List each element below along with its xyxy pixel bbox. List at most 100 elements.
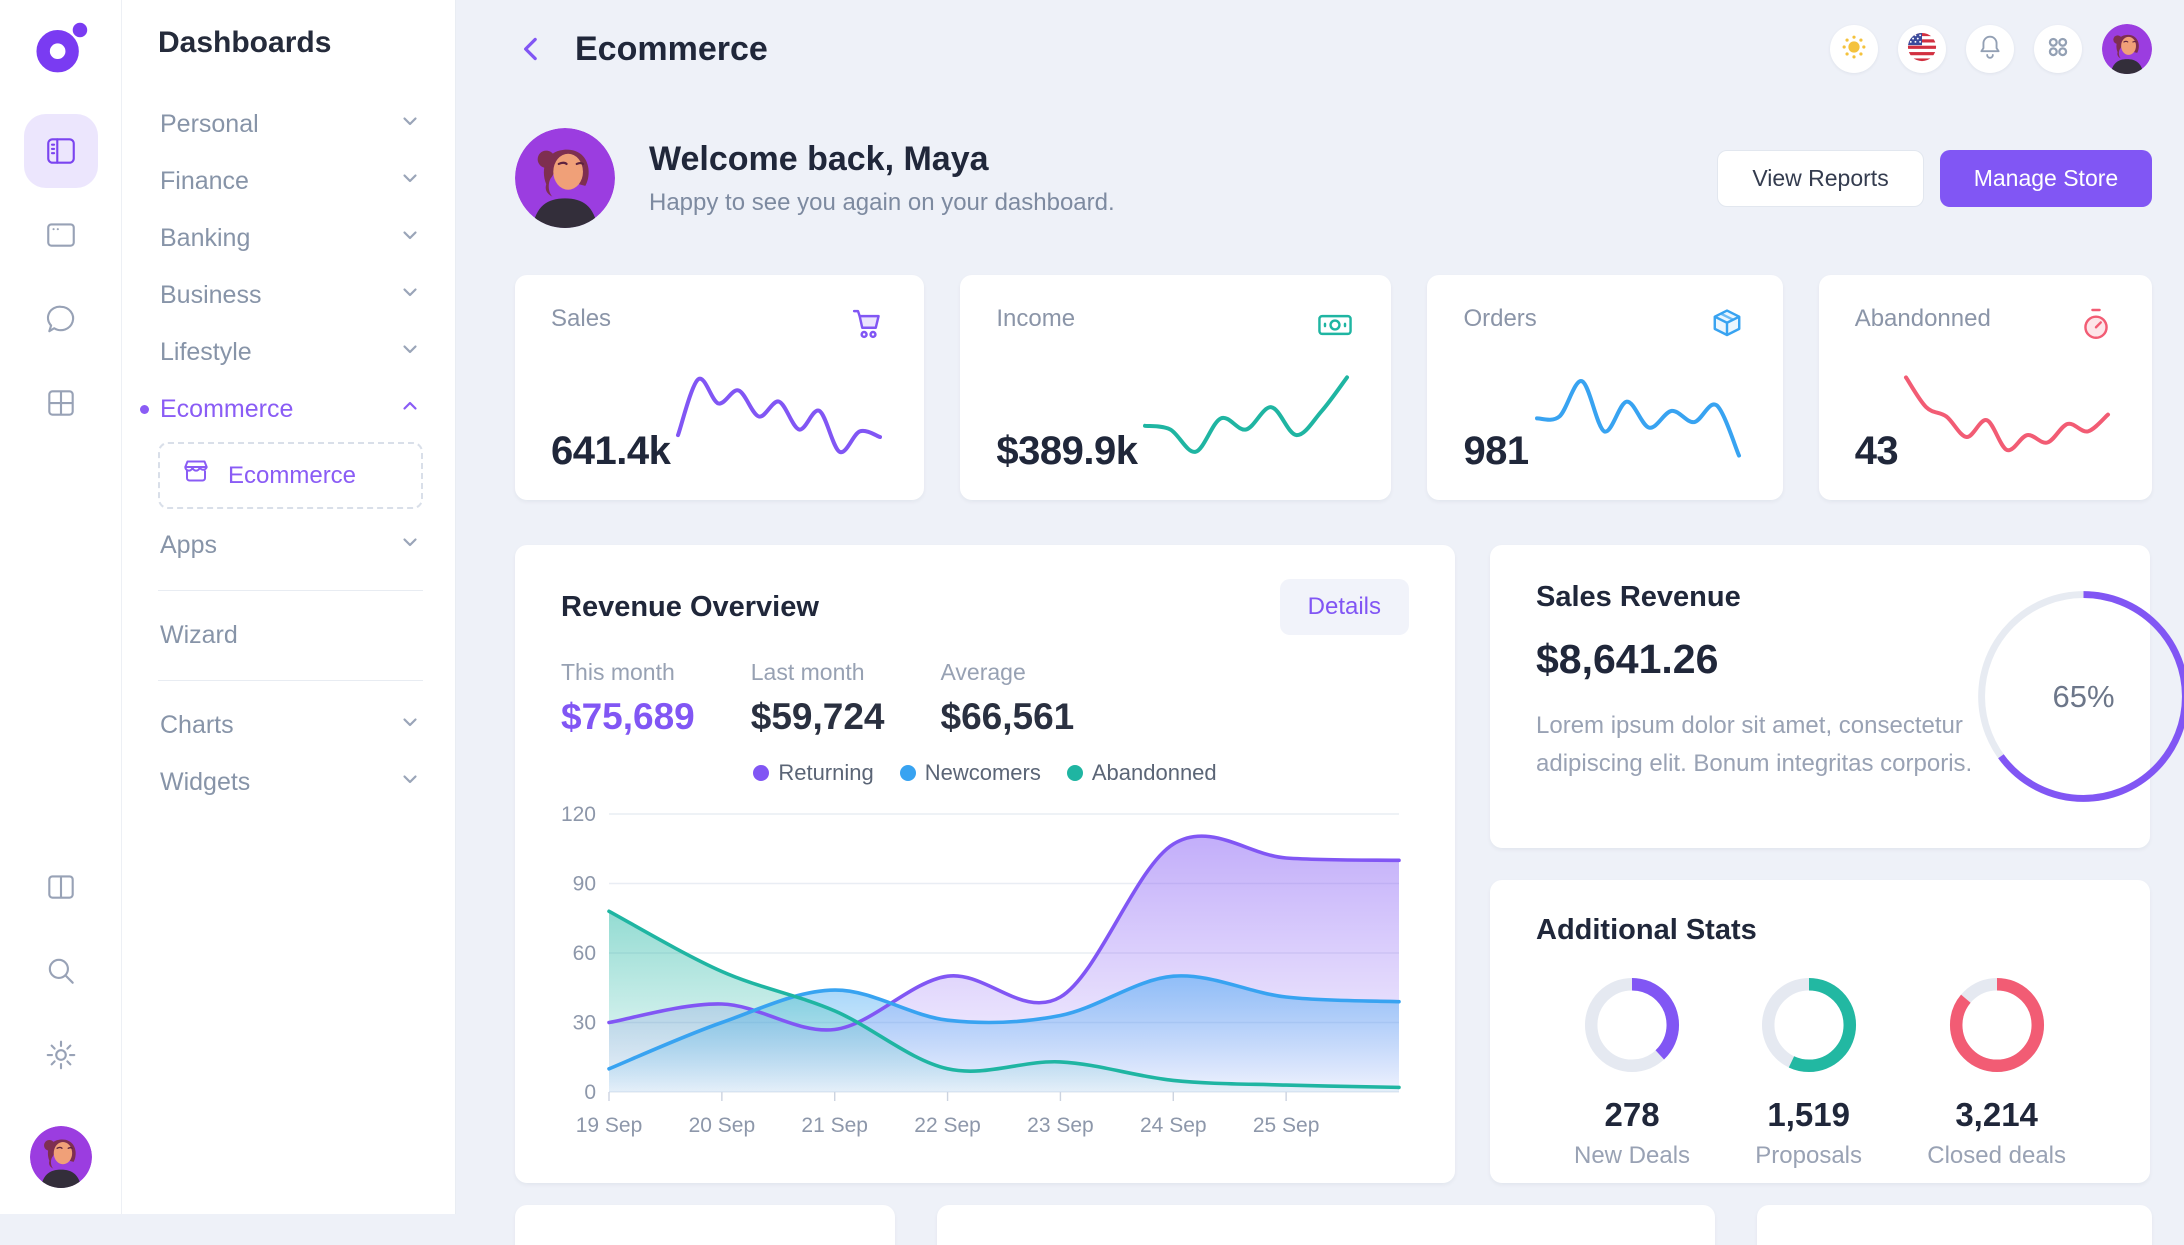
svg-text:25 Sep: 25 Sep xyxy=(1253,1114,1320,1137)
header-bell-icon-button[interactable] xyxy=(1966,25,2015,73)
stopwatch-icon xyxy=(2076,305,2116,350)
mini-stat-label: New Deals xyxy=(1574,1142,1691,1169)
rail-user-avatar[interactable] xyxy=(30,1126,92,1188)
legend-item-newcomers[interactable]: Newcomers xyxy=(899,760,1041,786)
revenue-overview-card: Revenue Overview Details This month $75,… xyxy=(515,545,1455,1183)
sidebar-item-apps[interactable]: Apps xyxy=(158,517,423,574)
sidebar-item-widgets[interactable]: Widgets xyxy=(158,754,423,811)
store-icon xyxy=(180,456,212,495)
rail-search-icon[interactable] xyxy=(24,934,98,1008)
chevron-down-icon xyxy=(399,224,421,253)
sidebar-item-charts[interactable]: Charts xyxy=(158,697,423,754)
stat-label: Orders xyxy=(1463,305,1537,332)
sidebar-item-banking[interactable]: Banking xyxy=(158,210,423,267)
sidebar-item-ecommerce[interactable]: Ecommerce xyxy=(140,381,423,438)
stat-label: Abandonned xyxy=(1854,305,1991,332)
stat-card-income: Income $389.9k xyxy=(960,275,1392,500)
sidebar-item-label: Apps xyxy=(160,531,217,559)
revenue-stat-label: Last month xyxy=(750,659,865,685)
header-user-avatar[interactable] xyxy=(2102,24,2152,74)
mini-stat-closed-deals: 3,214 Closed deals xyxy=(1927,977,2066,1170)
svg-text:60: 60 xyxy=(573,942,596,965)
flag-us-icon xyxy=(1907,32,1937,67)
sun-icon xyxy=(1839,32,1869,67)
revenue-area-chart: 0 30 60 90 120 19 Sep 20 Sep 21 Sep 22 Sep 23 Sep… xyxy=(561,803,1401,1137)
mini-stat-label: Closed deals xyxy=(1927,1142,2066,1169)
svg-text:22 Sep: 22 Sep xyxy=(914,1114,981,1137)
legend-item-returning[interactable]: Returning xyxy=(753,760,874,786)
chevron-down-icon xyxy=(399,768,421,797)
stat-value: 641.4k xyxy=(551,429,671,473)
stat-label: Sales xyxy=(551,305,612,332)
stat-card-orders: Orders 981 xyxy=(1427,275,1783,500)
revenue-stat-this-month: This month $75,689 xyxy=(561,659,695,738)
rail-gear-icon[interactable] xyxy=(24,1018,98,1092)
middle-row: Revenue Overview Details This month $75,… xyxy=(515,545,2184,1183)
view-reports-button[interactable]: View Reports xyxy=(1717,149,1924,207)
mini-stat-proposals: 1,519 Proposals xyxy=(1755,977,1862,1170)
sidebar-title: Dashboards xyxy=(158,26,332,59)
sales-revenue-card: Sales Revenue $8,641.26 Lorem ipsum dolo… xyxy=(1490,545,2184,848)
legend-item-abandonned[interactable]: Abandonned xyxy=(1066,760,1217,786)
stat-label: Income xyxy=(996,305,1076,332)
bell-icon xyxy=(1975,32,2005,67)
page-title: Ecommerce xyxy=(575,29,768,68)
rail-grid-icon[interactable] xyxy=(24,366,98,440)
details-button[interactable]: Details xyxy=(1279,579,1409,635)
svg-text:23 Sep: 23 Sep xyxy=(1027,1114,1094,1137)
apps-grid-icon xyxy=(2043,32,2073,67)
chevron-down-icon xyxy=(399,531,421,560)
mini-stat-value: 3,214 xyxy=(1955,1096,2038,1133)
additional-stats-title: Additional Stats xyxy=(1536,914,1757,946)
revenue-stat-value: $59,724 xyxy=(750,696,885,737)
sidebar-item-business[interactable]: Business xyxy=(158,267,423,324)
rail-window-icon[interactable] xyxy=(24,198,98,272)
sidebar-subitem-label: Ecommerce xyxy=(228,461,357,489)
header-flag-us-icon-button[interactable] xyxy=(1898,25,1947,73)
rail-columns-icon[interactable] xyxy=(24,850,98,924)
rail-sidebar-layout-icon[interactable] xyxy=(23,114,98,188)
rail-chat-icon[interactable] xyxy=(24,282,98,356)
sidebar-item-label: Charts xyxy=(160,711,234,739)
sidebar-item-label: Banking xyxy=(160,224,251,252)
legend-dot xyxy=(1066,765,1083,781)
main-content: Ecommerce Welcome back, Maya Happy to se… xyxy=(456,0,2184,1245)
sidebar-item-label: Personal xyxy=(160,110,259,138)
stat-card-top: Income xyxy=(996,305,1355,350)
app-logo-icon[interactable] xyxy=(32,20,90,78)
back-button-icon[interactable] xyxy=(515,32,549,66)
welcome-section: Welcome back, Maya Happy to see you agai… xyxy=(515,128,2153,228)
welcome-subtitle: Happy to see you again on your dashboard… xyxy=(649,188,1115,216)
card-partial xyxy=(515,1205,895,1245)
sparkline-chart xyxy=(1143,375,1350,454)
sidebar-item-personal[interactable]: Personal xyxy=(158,96,423,153)
sidebar-item-wizard[interactable]: Wizard xyxy=(158,607,423,664)
rail-bottom-group xyxy=(24,840,98,1102)
revenue-stat-average: Average $66,561 xyxy=(941,659,1075,738)
sidebar-subitem-ecommerce[interactable]: Ecommerce xyxy=(158,442,423,509)
bottom-row xyxy=(515,1205,2153,1245)
revenue-stat-last-month: Last month $59,724 xyxy=(751,659,885,738)
active-dot xyxy=(140,405,149,414)
manage-store-button[interactable]: Manage Store xyxy=(1939,149,2153,207)
stat-card-bottom: $389.9k xyxy=(996,361,1355,474)
legend-label: Returning xyxy=(778,760,874,785)
sidebar-item-finance[interactable]: Finance xyxy=(158,153,423,210)
stat-card-abandonned: Abandonned 43 xyxy=(1818,275,2153,500)
box-icon xyxy=(1707,305,1747,350)
header-sun-icon-button[interactable] xyxy=(1830,25,1879,73)
sparkline-chart xyxy=(676,376,883,455)
chevron-down-icon xyxy=(399,711,421,740)
chart-legend: Returning Newcomers Abandonned xyxy=(561,760,1409,786)
stat-card-top: Abandonned xyxy=(1855,305,2117,350)
sidebar-item-label: Widgets xyxy=(160,768,251,796)
mini-donut-chart xyxy=(1584,977,1680,1073)
header-actions xyxy=(1830,24,2152,74)
stat-value: $389.9k xyxy=(996,429,1138,473)
header-apps-grid-icon-button[interactable] xyxy=(2034,25,2083,73)
sidebar-item-lifestyle[interactable]: Lifestyle xyxy=(158,324,423,381)
legend-dot xyxy=(899,765,916,781)
sidebar-item-label: Finance xyxy=(160,167,249,195)
stat-card-top: Sales xyxy=(551,305,888,350)
